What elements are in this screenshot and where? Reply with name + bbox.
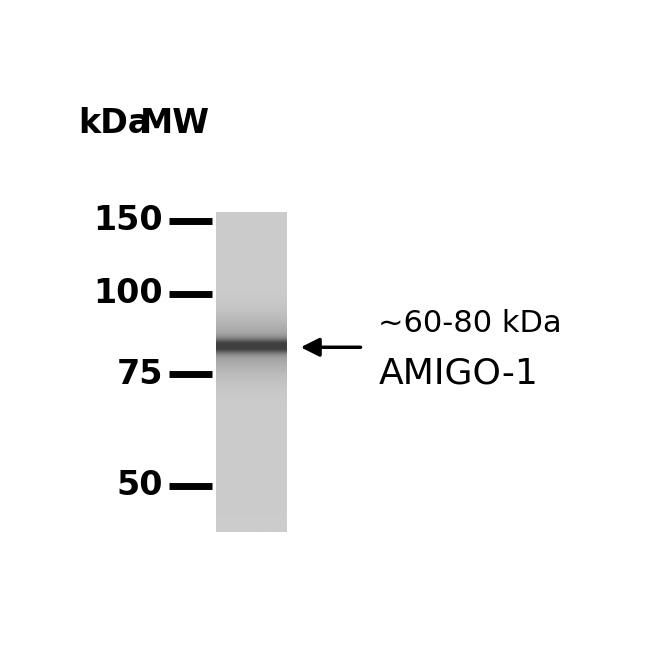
Text: 100: 100 [94, 277, 163, 310]
Text: AMIGO-1: AMIGO-1 [378, 356, 538, 390]
Text: kDa: kDa [78, 107, 150, 140]
Text: 150: 150 [94, 204, 163, 237]
Text: 50: 50 [117, 469, 163, 502]
Text: MW: MW [139, 107, 209, 140]
Text: 75: 75 [117, 358, 163, 391]
Text: ~60-80 kDa: ~60-80 kDa [378, 309, 562, 338]
